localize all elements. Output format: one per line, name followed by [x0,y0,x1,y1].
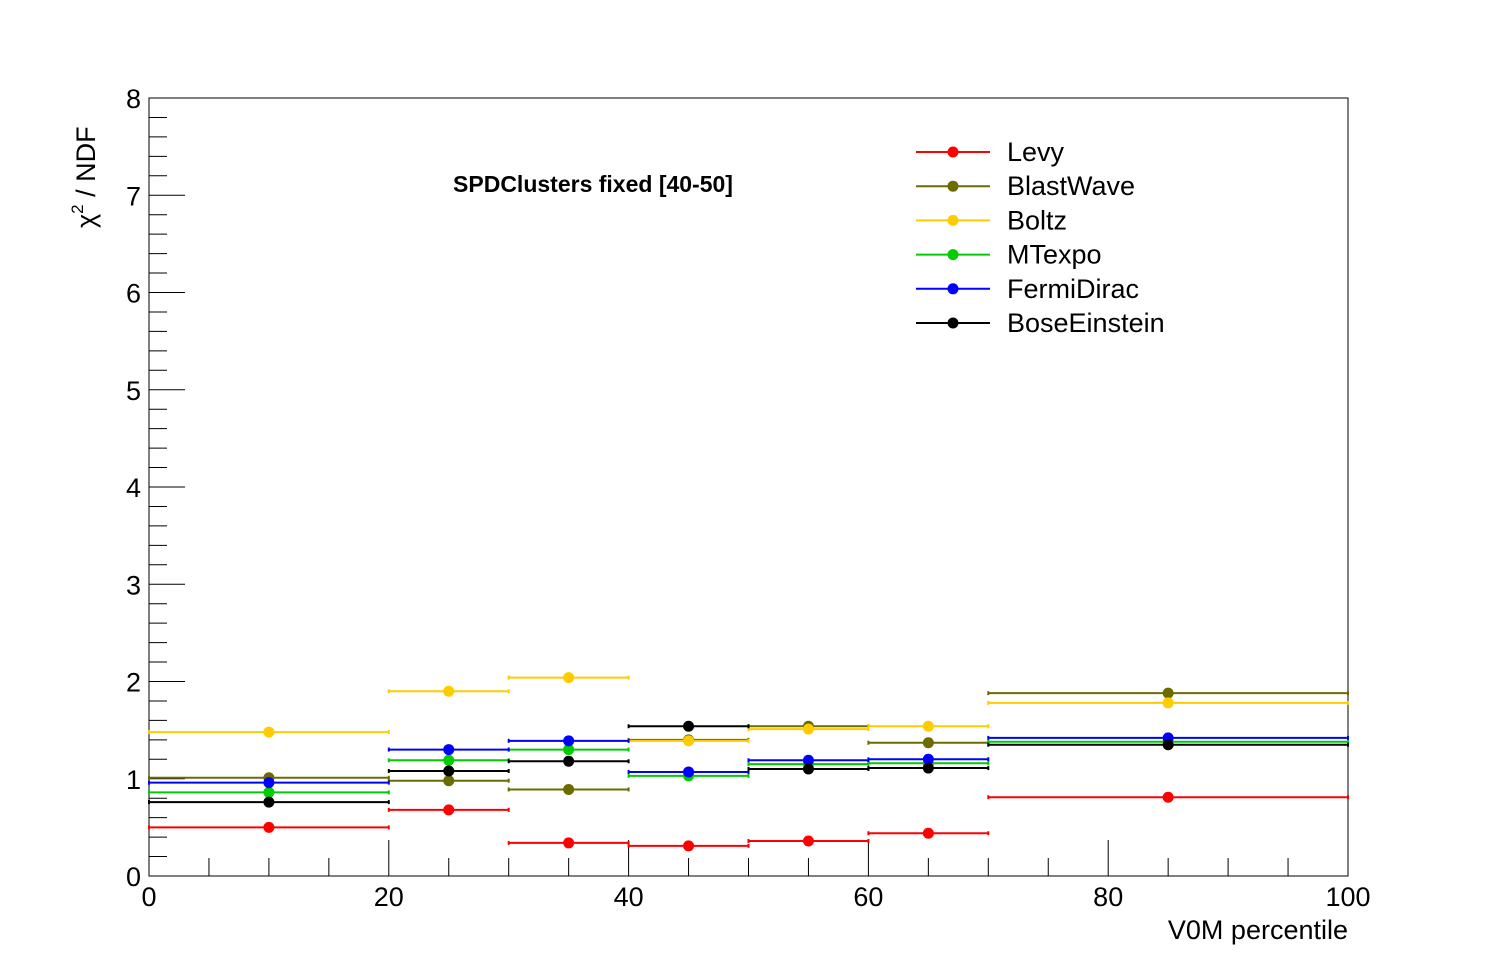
y-tick-label: 7 [126,181,141,211]
series-layer [148,672,1349,852]
data-point [263,726,275,738]
data-point [802,835,814,847]
data-point [683,840,695,852]
x-tick-label: 40 [614,882,644,912]
data-point [922,827,934,839]
x-tick-labels: 0 20 40 60 80 100 [141,882,1370,912]
y-tick-label: 3 [126,570,141,600]
legend-entry-fermidirac: FermiDirac [916,274,1139,304]
data-point [563,735,575,747]
x-tick-label: 80 [1093,882,1123,912]
data-point [443,744,455,756]
y-tick-label: 1 [126,765,141,795]
y-tick-label: 2 [126,668,141,698]
y-tick-label: 4 [126,473,141,503]
y-axis-label-base: χ [71,214,101,228]
data-point [263,777,275,789]
data-point [563,672,575,684]
data-point [443,775,455,787]
legend-label: BlastWave [1007,171,1135,201]
y-axis-label: χ2 / NDF [68,126,101,228]
data-point [802,763,814,775]
legend-entry-mtexpo: MTexpo [916,240,1102,270]
y-tick-label: 6 [126,279,141,309]
x-tick-label: 100 [1325,882,1370,912]
series-levy [148,791,1349,852]
y-tick-labels: 0 1 2 3 4 5 6 7 8 [126,84,141,892]
legend-label: FermiDirac [1007,274,1139,304]
legend-marker [947,146,959,158]
x-tick-label: 60 [853,882,883,912]
data-point [443,685,455,697]
data-point [1162,687,1174,699]
legend-entry-blastwave: BlastWave [916,171,1135,201]
legend-entry-levy: Levy [916,137,1065,167]
data-point [922,753,934,765]
data-point [922,720,934,732]
data-point [443,804,455,816]
legend: Levy BlastWave Boltz MTexpo FermiDirac BoseEi… [916,137,1165,338]
data-point [263,796,275,808]
data-point [563,837,575,849]
series-boseeinstein [148,720,1349,808]
data-point [563,783,575,795]
legend-entry-boltz: Boltz [916,205,1067,235]
data-point [263,786,275,798]
legend-label: Boltz [1007,205,1067,235]
data-point [263,821,275,833]
data-point [802,754,814,766]
legend-label: Levy [1007,137,1065,167]
y-tick-label: 5 [126,376,141,406]
chart-title: SPDClusters fixed [40-50] [453,171,733,197]
legend-label: BoseEinstein [1007,308,1165,338]
data-point [1162,697,1174,709]
data-point [683,766,695,778]
legend-entry-boseeinstein: BoseEinstein [916,308,1165,338]
legend-marker [947,317,959,329]
x-tick-label: 0 [141,882,156,912]
legend-marker [947,180,959,192]
data-point [563,755,575,767]
data-point [683,720,695,732]
legend-marker [947,283,959,295]
data-point [802,723,814,735]
data-point [563,744,575,756]
data-point [1162,739,1174,751]
y-tick-label: 8 [126,84,141,114]
x-axis-label: V0M percentile [1168,915,1348,945]
data-point [443,754,455,766]
data-point [922,762,934,774]
data-point [922,737,934,749]
series-boltz [148,672,1349,747]
y-tick-label: 0 [126,862,141,892]
data-point [683,735,695,747]
legend-label: MTexpo [1007,240,1102,270]
legend-marker [947,249,959,261]
data-point [443,765,455,777]
x-tick-label: 20 [374,882,404,912]
y-axis-label-rest: / NDF [71,126,101,204]
legend-marker [947,214,959,226]
y-axis-label-sup: 2 [68,204,87,213]
minor-ticks [149,116,1289,876]
data-point [1162,791,1174,803]
